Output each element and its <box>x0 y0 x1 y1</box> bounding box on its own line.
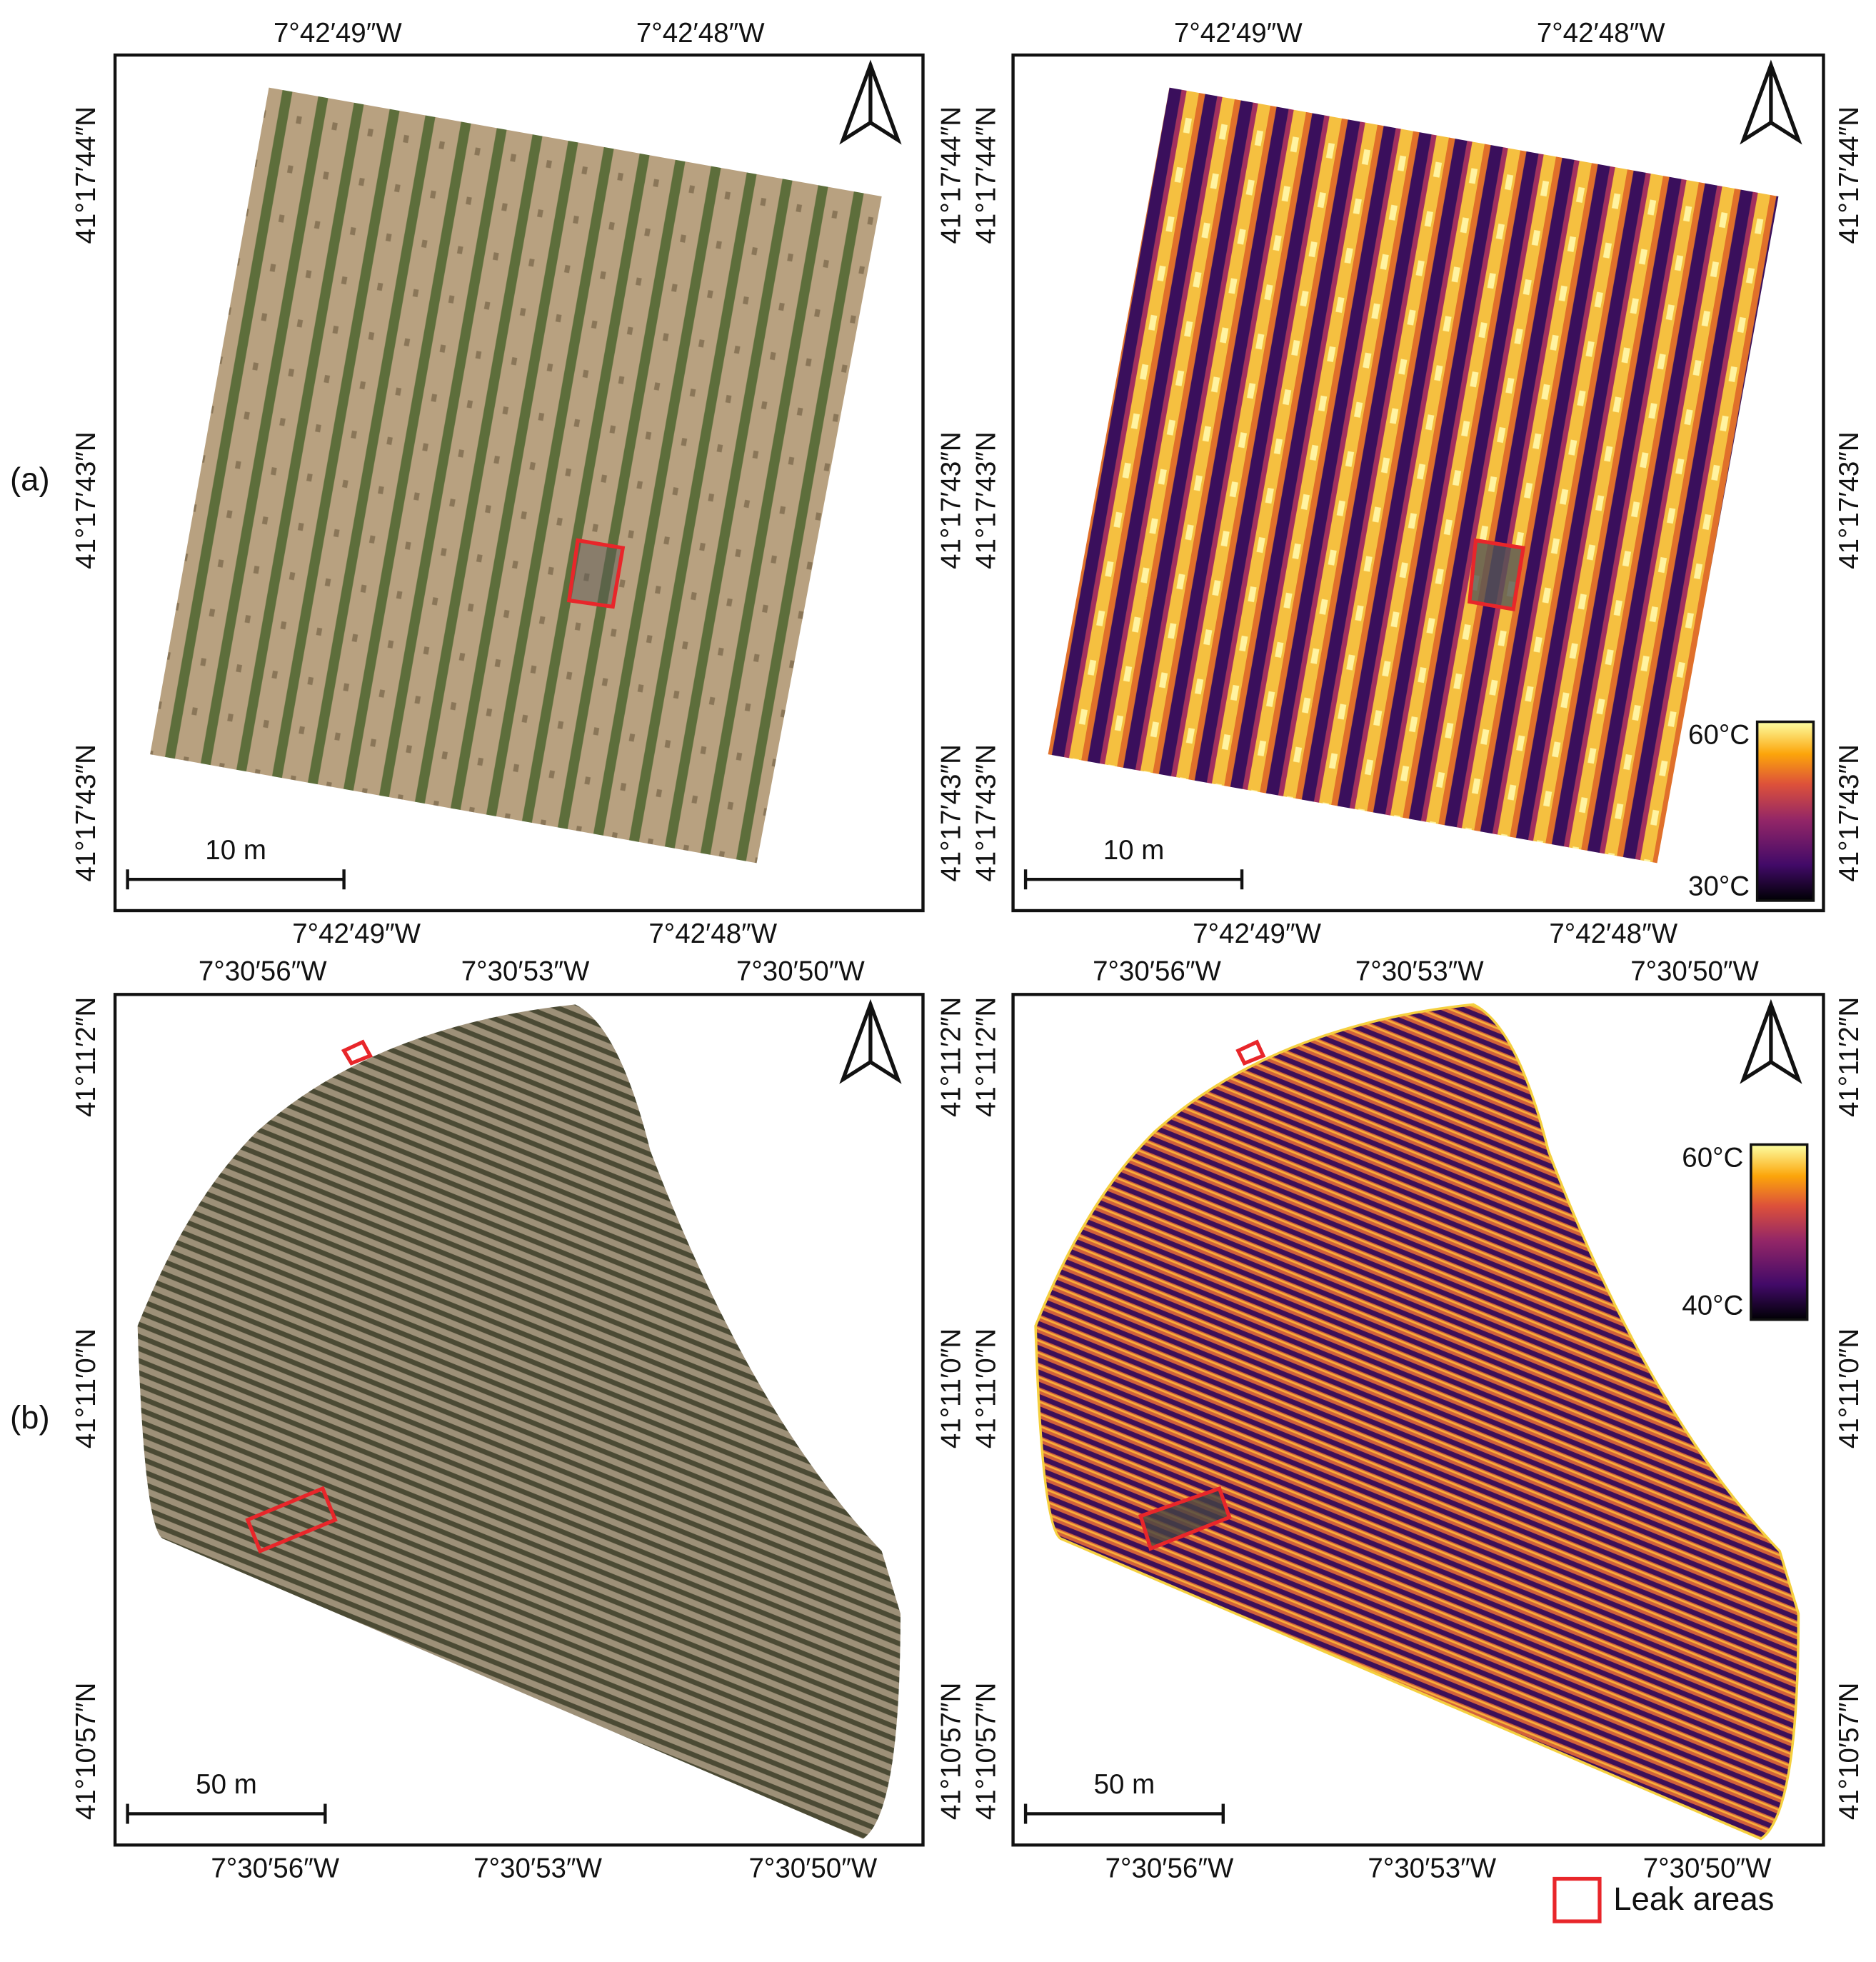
lon-label: 7°42′49″W <box>292 919 421 949</box>
colorbar-label: 60°C <box>1682 1143 1743 1173</box>
lat-label: 41°17′43″N <box>971 744 1002 882</box>
lat-label: 41°11′0″N <box>71 1328 101 1448</box>
row-label: (b) <box>10 1399 50 1436</box>
legend-swatch <box>1553 1876 1602 1923</box>
thermal-orthomosaic <box>1034 1003 1800 1841</box>
lon-label: 7°30′56″W <box>1105 1853 1234 1883</box>
scale-label: 50 m <box>1094 1769 1155 1800</box>
lon-label: 7°30′56″W <box>1093 956 1221 987</box>
lat-label: 41°11′0″N <box>1834 1328 1865 1448</box>
colorbar <box>1750 1143 1809 1321</box>
lon-label: 7°30′53″W <box>1368 1853 1496 1883</box>
lat-label: 41°17′43″N <box>936 744 967 882</box>
lon-label: 7°30′53″W <box>473 1853 602 1883</box>
leak-box <box>566 538 626 609</box>
thermal-orthomosaic <box>1048 87 1779 864</box>
lon-label: 7°42′49″W <box>1193 919 1321 949</box>
leak-shadow <box>1469 540 1524 609</box>
lat-label: 41°17′44″N <box>1834 106 1865 244</box>
lon-label: 7°42′49″W <box>274 18 402 49</box>
lon-label: 7°30′50″W <box>1643 1853 1772 1883</box>
colorbar-label: 40°C <box>1682 1290 1743 1321</box>
rgb-orthomosaic <box>137 1004 901 1839</box>
lat-label: 41°17′43″N <box>971 431 1002 569</box>
map-frame <box>1011 993 1825 1847</box>
scale-label: 10 m <box>205 835 266 866</box>
lat-label: 41°17′43″N <box>1834 431 1865 569</box>
lat-label: 41°11′0″N <box>936 1328 967 1448</box>
lat-label: 41°17′43″N <box>1834 744 1865 882</box>
leak-box <box>1235 1039 1266 1066</box>
lon-label: 7°30′56″W <box>211 1853 339 1883</box>
lon-label: 7°42′49″W <box>1174 18 1303 49</box>
north-arrow <box>1740 59 1802 145</box>
map-frame <box>113 993 925 1847</box>
lon-label: 7°30′50″W <box>736 956 865 987</box>
lat-label: 41°17′44″N <box>71 106 101 244</box>
colorbar-label: 30°C <box>1688 871 1750 902</box>
lon-label: 7°42′48″W <box>1549 919 1677 949</box>
legend-label: Leak areas <box>1613 1881 1774 1917</box>
scale-bar <box>1023 869 1244 890</box>
map-frame <box>1011 53 1825 913</box>
leak-box <box>1138 1486 1232 1551</box>
lon-label: 7°42′48″W <box>648 919 777 949</box>
lat-label: 41°17′44″N <box>936 106 967 244</box>
leak-shadow <box>568 540 623 607</box>
colorbar <box>1755 720 1815 902</box>
map-frame <box>113 53 925 913</box>
scale-bar <box>126 1803 327 1824</box>
lat-label: 41°17′43″N <box>71 431 101 569</box>
scale-label: 10 m <box>1103 835 1165 866</box>
leak-box <box>1467 538 1526 611</box>
colorbar-label: 60°C <box>1688 720 1750 751</box>
lat-label: 41°11′2″N <box>1834 997 1865 1117</box>
lat-label: 41°17′44″N <box>971 106 1002 244</box>
leak-box <box>245 1486 338 1554</box>
lon-label: 7°30′50″W <box>749 1853 878 1883</box>
lon-label: 7°42′48″W <box>1537 18 1665 49</box>
lat-label: 41°17′43″N <box>71 744 101 882</box>
lat-label: 41°10′57″N <box>71 1683 101 1821</box>
lat-label: 41°10′57″N <box>971 1683 1002 1821</box>
scale-label: 50 m <box>196 1769 257 1800</box>
leak-boxes <box>245 538 1526 1554</box>
lat-label: 41°17′43″N <box>936 431 967 569</box>
lon-label: 7°42′48″W <box>636 18 765 49</box>
rgb-orthomosaic <box>150 87 882 864</box>
leak-shadow <box>1140 1488 1230 1549</box>
north-arrow <box>839 998 902 1084</box>
row-label: (a) <box>10 461 50 497</box>
north-arrow <box>1740 998 1802 1084</box>
lat-label: 41°11′2″N <box>971 997 1002 1117</box>
lat-label: 41°10′57″N <box>1834 1683 1865 1821</box>
leak-box <box>341 1039 373 1066</box>
lat-label: 41°11′2″N <box>71 997 101 1117</box>
lon-label: 7°30′56″W <box>199 956 327 987</box>
lon-label: 7°30′53″W <box>1355 956 1484 987</box>
scale-bar <box>126 869 346 890</box>
lat-label: 41°11′2″N <box>936 997 967 1117</box>
north-arrow <box>839 59 902 145</box>
lon-label: 7°30′53″W <box>461 956 590 987</box>
scale-bar <box>1023 1803 1225 1824</box>
lat-label: 41°11′0″N <box>971 1328 1002 1448</box>
lat-label: 41°10′57″N <box>936 1683 967 1821</box>
imagery <box>137 87 1800 1841</box>
lon-label: 7°30′50″W <box>1630 956 1759 987</box>
